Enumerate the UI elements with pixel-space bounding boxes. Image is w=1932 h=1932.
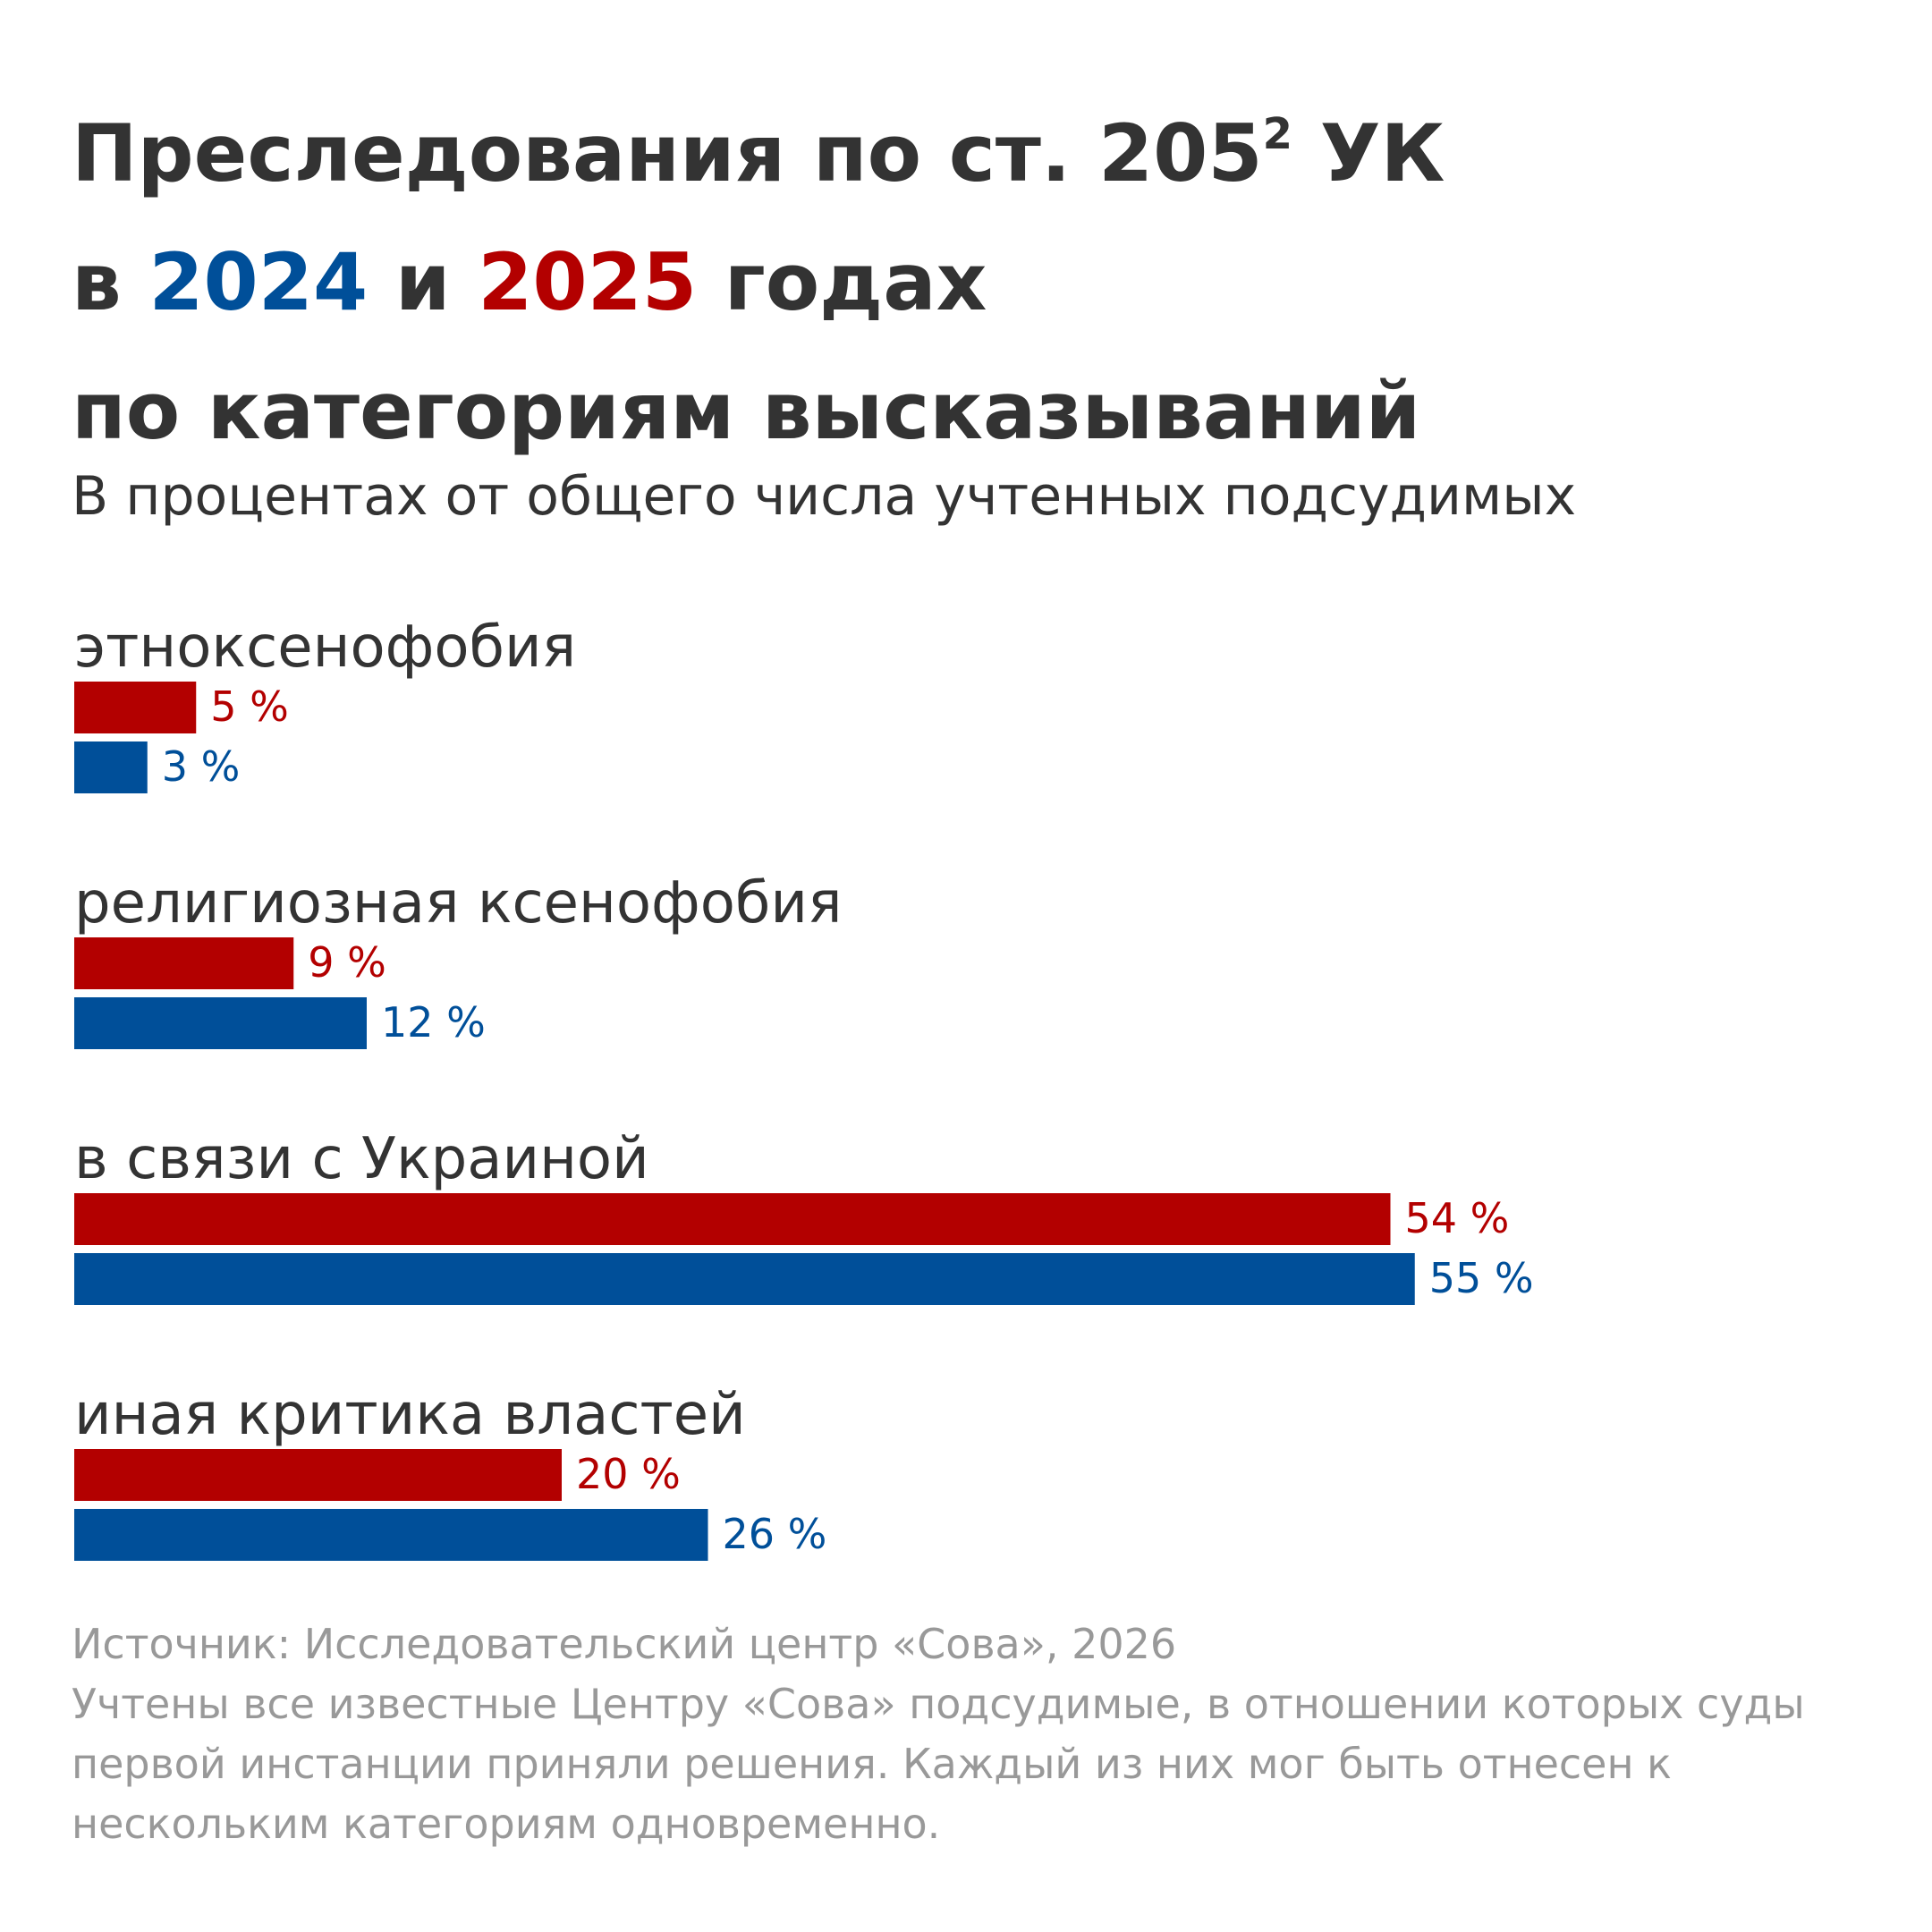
title-year-2025: 2025	[478, 236, 698, 328]
source-note: Источник: Исследовательский центр «Сова»…	[72, 1620, 1177, 1668]
bar-2025-0	[74, 682, 197, 733]
value-label-2024-2: 55 %	[1429, 1254, 1534, 1302]
value-label-2024-1: 12 %	[381, 998, 486, 1046]
methodology-note: Учтены все известные Центру «Сова» подсу…	[72, 1680, 1805, 1848]
value-label-2025-2: 54 %	[1405, 1194, 1510, 1242]
chart-footer: Источник: Исследовательский центр «Сова»…	[72, 1614, 1878, 1854]
title-line-3: по категориям высказываний	[72, 365, 1421, 457]
value-label-2025-0: 5 %	[210, 682, 289, 731]
title-line-2: в 2024 и 2025 годах	[72, 236, 987, 328]
bar-2025-1	[74, 937, 294, 989]
bar-2025-2	[74, 1193, 1391, 1245]
value-label-2025-3: 20 %	[576, 1450, 681, 1498]
value-label-2024-0: 3 %	[162, 742, 241, 791]
title-line-1: Преследования по ст. 2052 УК	[72, 107, 1445, 199]
category-label-1: религиозная ксенофобия	[74, 870, 842, 936]
title-superscript: 2	[1262, 108, 1293, 159]
bar-2024-3	[74, 1509, 708, 1561]
category-label-3: иная критика властей	[74, 1382, 746, 1448]
title-year-2024: 2024	[148, 236, 369, 328]
chart-subtitle: В процентах от общего числа учтенных под…	[72, 465, 1577, 528]
bar-2024-0	[74, 741, 148, 793]
bar-2024-2	[74, 1253, 1415, 1305]
bar-2025-3	[74, 1449, 562, 1501]
value-label-2024-3: 26 %	[723, 1510, 827, 1558]
chart-title: Преследования по ст. 2052 УК в 2024 и 20…	[72, 89, 1445, 476]
category-label-2: в связи с Украиной	[74, 1126, 649, 1192]
category-label-0: этноксенофобия	[74, 614, 576, 681]
value-label-2025-1: 9 %	[308, 938, 386, 987]
bar-2024-1	[74, 997, 367, 1049]
